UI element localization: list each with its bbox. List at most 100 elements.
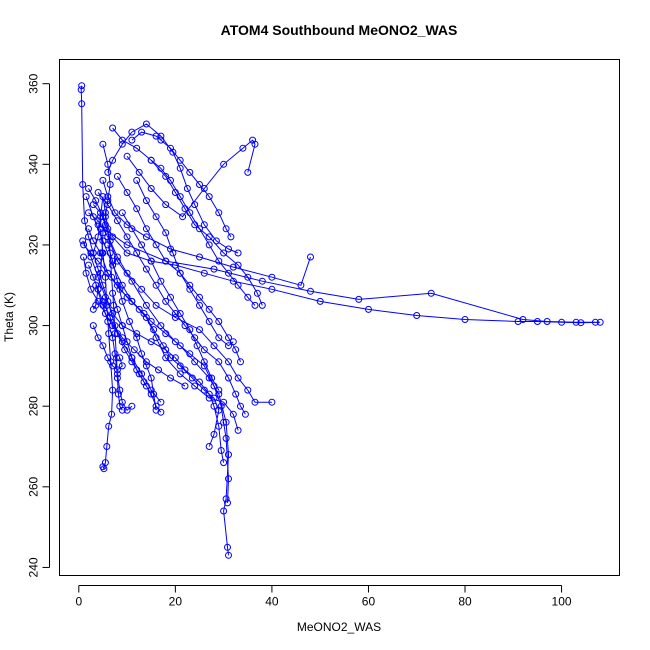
x-axis: 0 20 40 60 80 100: [75, 585, 572, 609]
data-point: [150, 390, 158, 398]
data-point: [200, 346, 208, 354]
data-point: [106, 181, 114, 188]
data-point: [138, 128, 146, 136]
series-8: [123, 136, 259, 221]
data-point: [133, 249, 141, 257]
data-point: [186, 168, 194, 176]
data-point: [123, 189, 131, 196]
data-point: [196, 301, 203, 309]
y-tick-label: 300: [27, 315, 41, 335]
data-point: [85, 185, 92, 192]
data-point: [126, 318, 133, 325]
data-point: [123, 269, 131, 277]
data-point: [109, 289, 117, 297]
data-point: [113, 330, 121, 338]
series-line: [92, 144, 111, 310]
data-point: [140, 310, 148, 317]
data-point: [123, 233, 131, 241]
data-point: [85, 261, 92, 269]
data-point: [104, 354, 112, 362]
data-point: [111, 350, 119, 358]
data-point: [220, 249, 228, 257]
data-point: [87, 253, 95, 261]
data-point: [142, 233, 150, 241]
data-point: [176, 342, 184, 350]
data-point: [167, 374, 174, 382]
data-point: [176, 310, 184, 317]
data-point: [99, 297, 107, 305]
data-point: [268, 285, 276, 293]
y-tick-label: 320: [27, 235, 41, 255]
data-point: [142, 362, 150, 370]
data-point: [176, 362, 184, 370]
data-point: [186, 281, 194, 289]
data-point: [121, 346, 129, 354]
data-point: [244, 293, 252, 301]
data-point: [157, 277, 165, 285]
data-point: [413, 312, 421, 319]
data-point: [162, 201, 170, 209]
data-point: [191, 358, 199, 366]
data-point: [89, 237, 97, 245]
data-point: [123, 221, 131, 229]
data-point: [142, 301, 150, 309]
data-point: [133, 366, 141, 374]
data-point: [113, 366, 121, 374]
data-point: [205, 443, 213, 450]
data-point: [101, 310, 109, 317]
series-6: [104, 120, 242, 257]
data-point: [116, 386, 124, 394]
data-point: [222, 225, 230, 233]
series-24: [80, 253, 189, 390]
data-point: [215, 390, 223, 398]
data-point: [109, 124, 117, 132]
data-point: [220, 507, 228, 515]
data-point: [147, 374, 155, 382]
series-line: [131, 131, 232, 238]
data-point: [150, 326, 158, 334]
data-point: [244, 273, 252, 281]
data-point: [234, 261, 242, 269]
data-point: [99, 140, 107, 148]
data-point: [215, 257, 223, 265]
series-0: [77, 82, 165, 406]
data-point: [186, 209, 194, 217]
data-point: [232, 346, 240, 354]
series-13: [79, 237, 228, 467]
data-point: [87, 285, 95, 293]
data-point: [94, 334, 102, 342]
data-point: [128, 225, 136, 233]
data-point: [138, 241, 146, 249]
data-point: [157, 322, 165, 330]
data-point: [108, 410, 116, 418]
series-line: [85, 196, 239, 431]
data-point: [543, 318, 551, 325]
data-point: [210, 342, 218, 350]
data-point: [135, 305, 143, 313]
data-point: [118, 406, 126, 414]
series-4: [94, 221, 599, 326]
data-point: [123, 152, 131, 160]
data-point: [200, 221, 208, 229]
data-point: [224, 499, 231, 507]
data-point: [162, 172, 170, 180]
data-point: [210, 394, 218, 402]
data-point: [229, 338, 237, 346]
data-point: [142, 197, 150, 205]
data-point: [118, 362, 126, 370]
y-tick-label: 340: [27, 154, 41, 174]
x-tick-label: 80: [458, 595, 472, 609]
data-point: [99, 463, 107, 471]
data-point: [147, 390, 155, 398]
data-point: [200, 358, 208, 366]
y-tick-label: 280: [27, 396, 41, 416]
data-point: [128, 277, 136, 285]
data-point: [114, 390, 122, 398]
data-point: [461, 316, 469, 323]
series-line: [112, 127, 263, 306]
data-point: [196, 293, 203, 301]
data-point: [176, 370, 184, 378]
data-point: [123, 249, 131, 257]
x-tick-label: 100: [552, 595, 572, 609]
data-point: [152, 301, 160, 309]
